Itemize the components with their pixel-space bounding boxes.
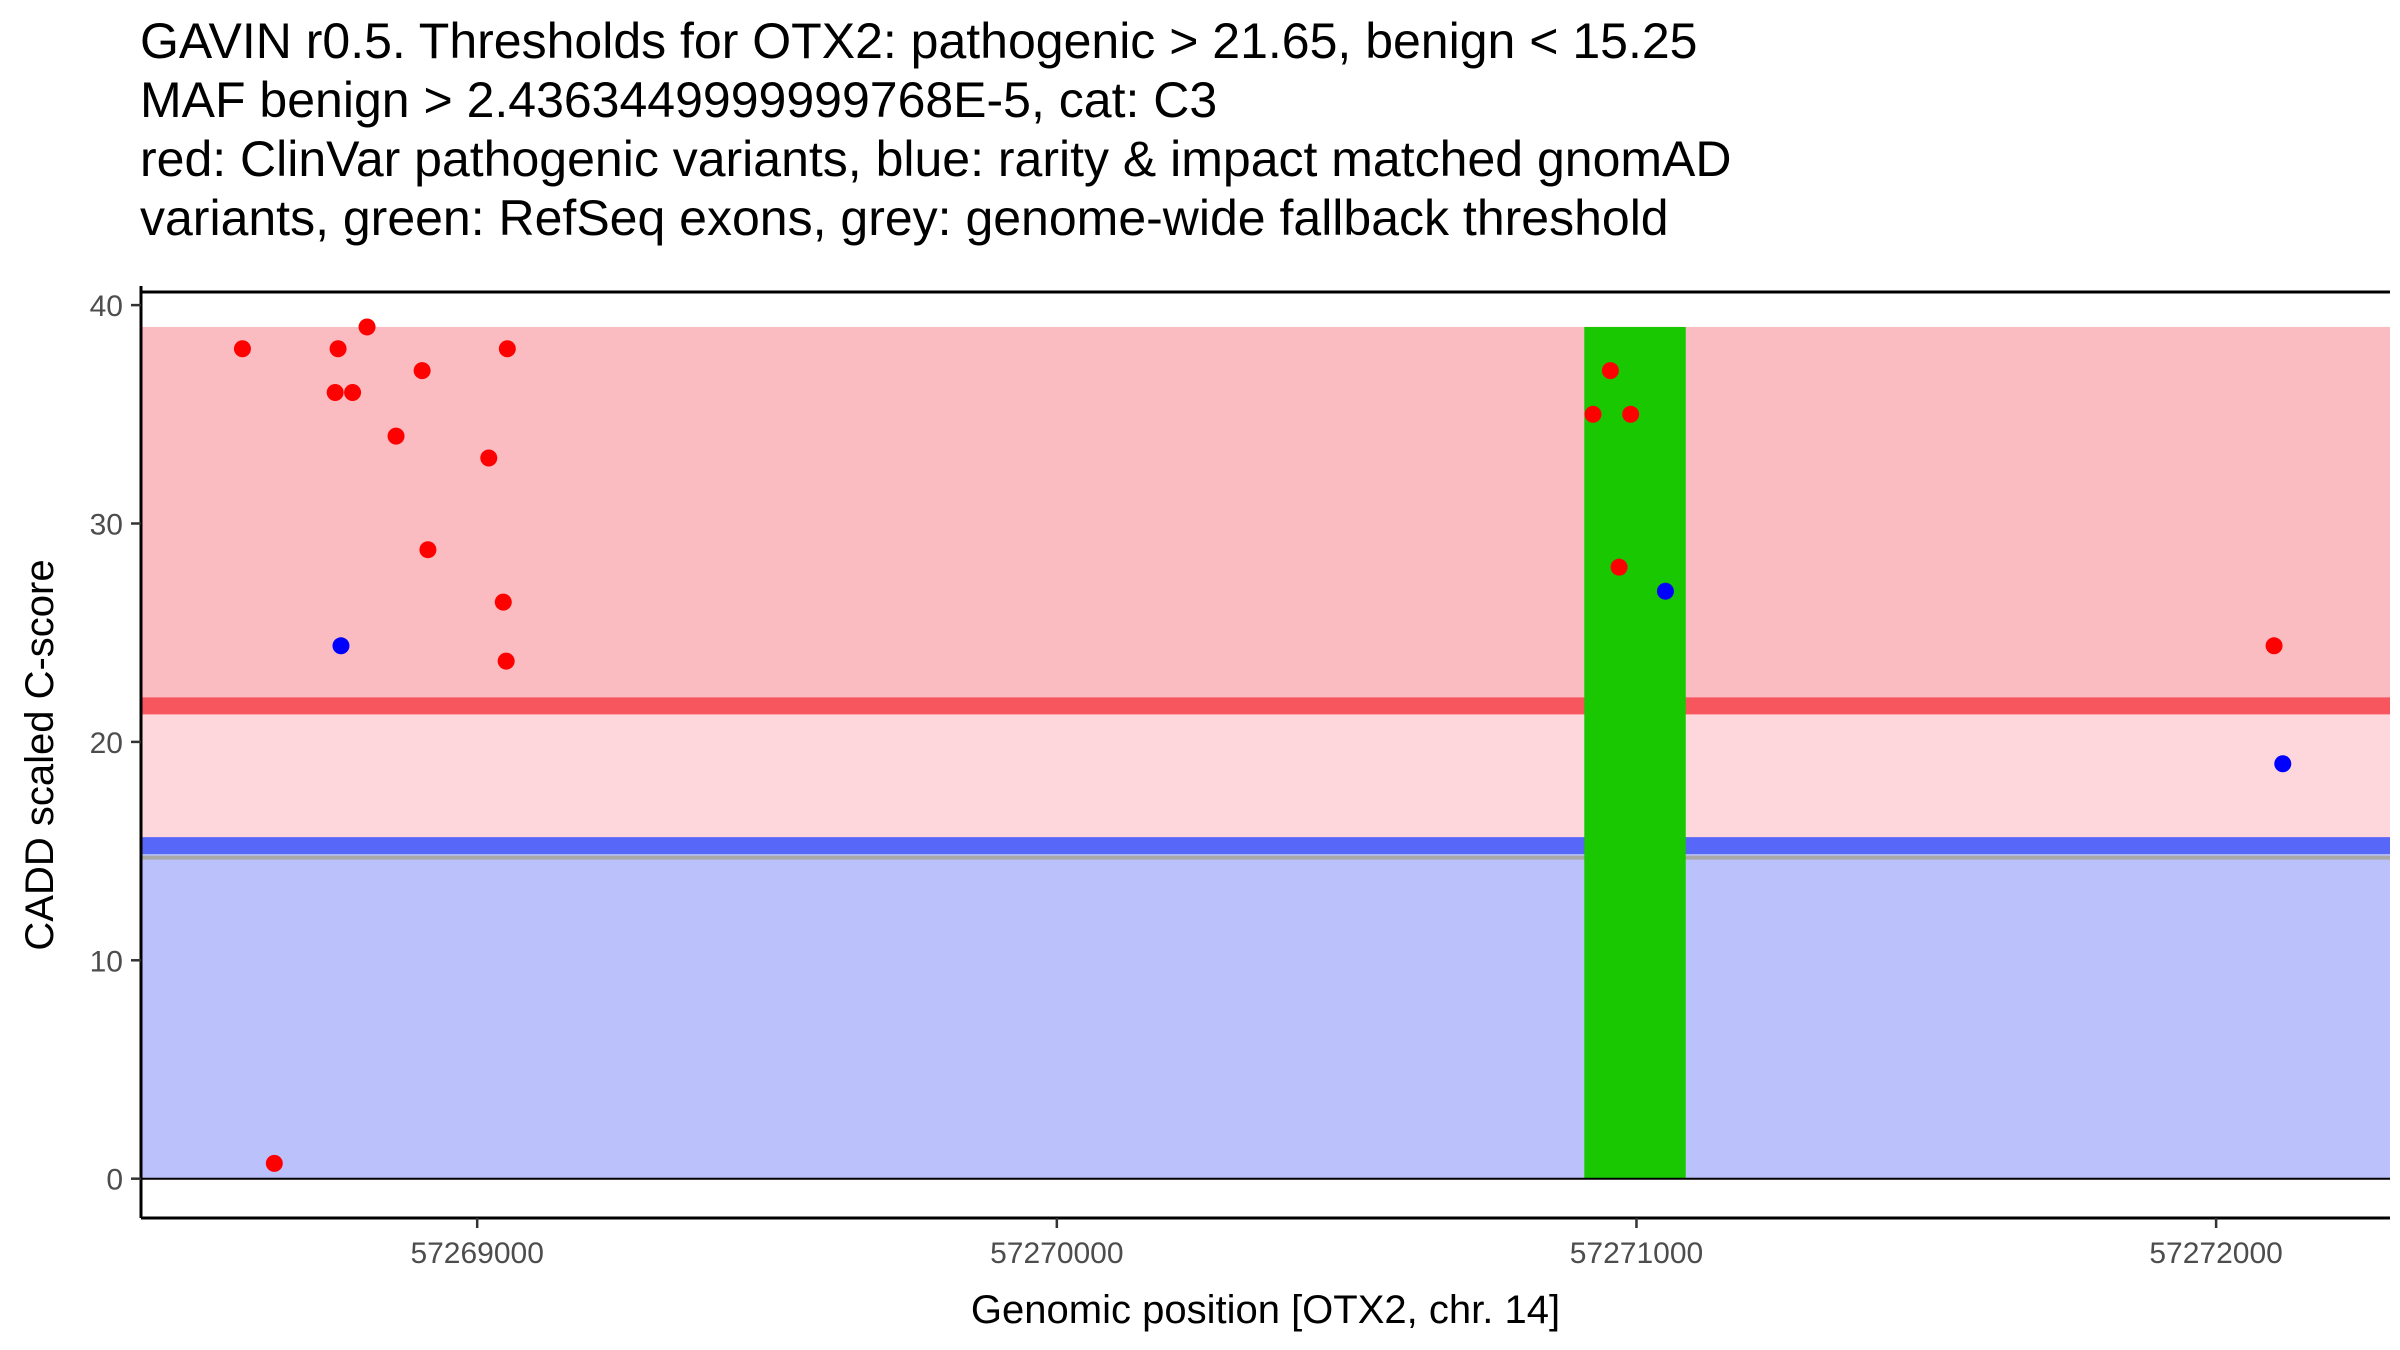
chart-title-line-2: MAF benign > 2.4363449999999768E-5, cat:…	[140, 72, 1218, 128]
y-tick-label-20: 20	[90, 727, 123, 760]
clinvar-point-7	[387, 427, 405, 445]
chart-title-line-4: variants, green: RefSeq exons, grey: gen…	[140, 190, 1669, 246]
y-tick-label-30: 30	[90, 509, 123, 542]
chart-title-line-1: GAVIN r0.5. Thresholds for OTX2: pathoge…	[140, 13, 1698, 69]
gnomad-point-3	[2274, 755, 2292, 773]
axes: 0 10 20 30 40 57269000 57270000 57271000 5727200…	[90, 286, 2390, 1270]
benign-zone	[141, 845, 2390, 1179]
chart-title-line-3: red: ClinVar pathogenic variants, blue: …	[140, 131, 1732, 187]
y-tick-label-40: 40	[90, 290, 123, 323]
clinvar-point-18	[2265, 637, 2283, 655]
clinvar-point-5	[344, 383, 362, 401]
score-regions	[141, 326, 2390, 1179]
clinvar-point-12	[497, 652, 515, 670]
clinvar-point-13	[498, 340, 516, 358]
clinvar-point-15	[1601, 362, 1619, 380]
chart-title: GAVIN r0.5. Thresholds for OTX2: pathoge…	[140, 12, 1731, 248]
x-axis-title: Genomic position [OTX2, chr. 14]	[971, 1288, 1560, 1332]
grey-zone	[141, 705, 2390, 846]
clinvar-point-14	[1584, 405, 1602, 423]
clinvar-point-10	[480, 449, 498, 467]
exon-bands	[1584, 326, 1686, 1179]
clinvar-point-1	[233, 340, 251, 358]
threshold-lines	[141, 697, 2390, 860]
clinvar-point-9	[419, 541, 437, 559]
y-axis-title: CADD scaled C-score	[18, 559, 62, 950]
clinvar-point-17	[1622, 405, 1640, 423]
clinvar-point-16	[1610, 558, 1628, 576]
x-tick-label-57269000: 57269000	[410, 1237, 543, 1270]
gnomad-point-1	[332, 637, 350, 655]
y-tick-label-0: 0	[106, 1164, 123, 1197]
x-tick-label-57271000: 57271000	[1570, 1237, 1703, 1270]
clinvar-point-6	[358, 318, 376, 336]
x-tick-label-57272000: 57272000	[2149, 1237, 2282, 1270]
pathogenic-zone	[141, 326, 2390, 706]
x-tick-label-57270000: 57270000	[990, 1237, 1123, 1270]
clinvar-point-2	[265, 1154, 283, 1172]
gnomad-point-2	[1656, 582, 1674, 600]
clinvar-point-4	[329, 340, 347, 358]
clinvar-point-3	[326, 383, 344, 401]
clinvar-point-11	[494, 593, 512, 611]
clinvar-point-8	[413, 362, 431, 380]
variant-points	[233, 318, 2292, 1172]
exon-band-1	[1584, 326, 1686, 1179]
y-tick-label-10: 10	[90, 945, 123, 978]
